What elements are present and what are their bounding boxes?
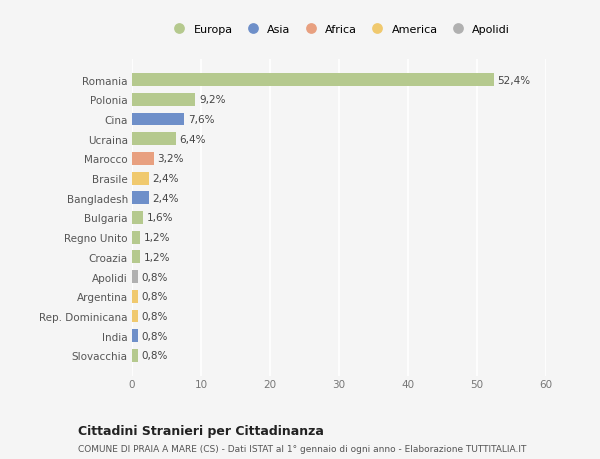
Text: COMUNE DI PRAIA A MARE (CS) - Dati ISTAT al 1° gennaio di ogni anno - Elaborazio: COMUNE DI PRAIA A MARE (CS) - Dati ISTAT…: [78, 444, 526, 453]
Text: 2,4%: 2,4%: [152, 174, 179, 184]
Text: 52,4%: 52,4%: [497, 75, 530, 85]
Bar: [132, 113, 184, 126]
Bar: [132, 349, 137, 362]
Text: 0,8%: 0,8%: [141, 272, 167, 282]
Bar: [132, 212, 143, 224]
Text: 2,4%: 2,4%: [152, 193, 179, 203]
Bar: [132, 192, 149, 205]
Bar: [132, 153, 154, 165]
Bar: [132, 133, 176, 146]
Bar: [132, 94, 196, 106]
Text: 3,2%: 3,2%: [158, 154, 184, 164]
Text: Cittadini Stranieri per Cittadinanza: Cittadini Stranieri per Cittadinanza: [78, 425, 324, 437]
Text: 0,8%: 0,8%: [141, 291, 167, 302]
Text: 1,6%: 1,6%: [146, 213, 173, 223]
Bar: [132, 290, 137, 303]
Text: 6,4%: 6,4%: [179, 134, 206, 145]
Text: 1,2%: 1,2%: [144, 233, 170, 243]
Legend: Europa, Asia, Africa, America, Apolidi: Europa, Asia, Africa, America, Apolidi: [164, 21, 514, 40]
Text: 7,6%: 7,6%: [188, 115, 214, 125]
Bar: [132, 310, 137, 323]
Text: 0,8%: 0,8%: [141, 311, 167, 321]
Bar: [132, 251, 140, 264]
Text: 9,2%: 9,2%: [199, 95, 226, 105]
Text: 0,8%: 0,8%: [141, 351, 167, 361]
Bar: [132, 271, 137, 283]
Text: 1,2%: 1,2%: [144, 252, 170, 263]
Bar: [132, 172, 149, 185]
Bar: [132, 330, 137, 342]
Text: 0,8%: 0,8%: [141, 331, 167, 341]
Bar: [132, 231, 140, 244]
Bar: [132, 74, 494, 87]
